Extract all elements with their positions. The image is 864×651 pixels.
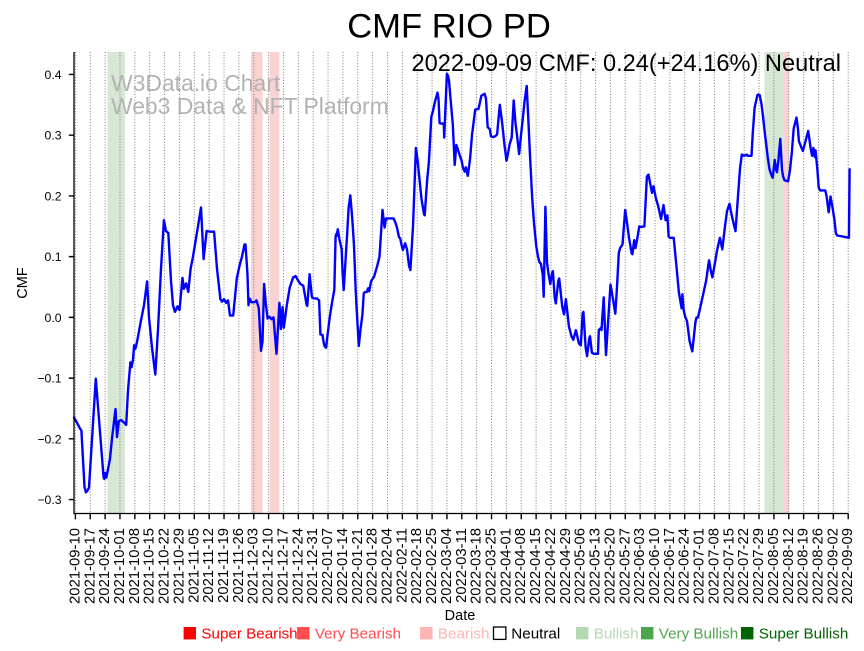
svg-text:2021-10-08: 2021-10-08 xyxy=(127,528,143,604)
svg-text:2022-07-08: 2022-07-08 xyxy=(706,528,722,604)
svg-text:2022-05-27: 2022-05-27 xyxy=(617,528,633,604)
svg-text:2021-09-10: 2021-09-10 xyxy=(67,528,83,604)
svg-text:2021-12-10: 2021-12-10 xyxy=(261,528,277,604)
svg-text:2022-03-04: 2022-03-04 xyxy=(439,528,455,604)
svg-text:2022-07-29: 2022-07-29 xyxy=(751,528,767,604)
svg-text:2021-10-01: 2021-10-01 xyxy=(112,528,128,604)
svg-text:2021-11-12: 2021-11-12 xyxy=(201,528,217,603)
svg-text:Super Bearish: Super Bearish xyxy=(201,626,297,643)
svg-text:2022-07-01: 2022-07-01 xyxy=(692,528,708,604)
svg-text:Web3 Data & NFT Platform: Web3 Data & NFT Platform xyxy=(111,93,389,119)
svg-text:2021-12-03: 2021-12-03 xyxy=(246,528,262,604)
svg-text:2022-06-10: 2022-06-10 xyxy=(647,528,663,604)
svg-text:Very Bearish: Very Bearish xyxy=(315,626,401,643)
svg-text:2022-01-21: 2022-01-21 xyxy=(350,528,366,604)
svg-text:Date: Date xyxy=(445,608,476,624)
svg-text:2022-08-12: 2022-08-12 xyxy=(781,528,797,604)
svg-text:2022-07-15: 2022-07-15 xyxy=(721,528,737,604)
svg-text:2022-08-26: 2022-08-26 xyxy=(811,528,827,604)
svg-text:Bearish: Bearish xyxy=(438,626,490,643)
svg-text:0.1: 0.1 xyxy=(45,250,62,264)
svg-text:0.2: 0.2 xyxy=(45,190,62,204)
svg-text:2021-10-22: 2021-10-22 xyxy=(157,528,173,604)
svg-text:2022-08-19: 2022-08-19 xyxy=(796,528,812,604)
svg-text:2022-01-28: 2022-01-28 xyxy=(365,528,381,604)
svg-text:Neutral: Neutral xyxy=(511,626,560,643)
svg-text:2022-07-22: 2022-07-22 xyxy=(736,528,752,604)
svg-text:2021-10-15: 2021-10-15 xyxy=(142,528,158,604)
svg-text:W3Data.io Chart: W3Data.io Chart xyxy=(111,70,281,96)
svg-text:Super Bullish: Super Bullish xyxy=(759,626,849,643)
svg-text:2022-08-05: 2022-08-05 xyxy=(766,528,782,604)
svg-text:2022-01-07: 2022-01-07 xyxy=(320,528,336,604)
svg-text:2022-04-22: 2022-04-22 xyxy=(543,528,559,604)
svg-text:2022-03-11: 2022-03-11 xyxy=(454,528,470,603)
svg-text:2022-03-25: 2022-03-25 xyxy=(484,528,500,604)
svg-text:2022-05-13: 2022-05-13 xyxy=(588,528,604,604)
svg-text:2021-11-26: 2021-11-26 xyxy=(231,528,247,603)
svg-text:Bullish: Bullish xyxy=(594,626,639,643)
svg-text:2022-02-25: 2022-02-25 xyxy=(424,528,440,604)
svg-text:2022-04-01: 2022-04-01 xyxy=(498,528,514,604)
svg-text:2021-11-05: 2021-11-05 xyxy=(186,528,202,603)
svg-text:2021-12-17: 2021-12-17 xyxy=(276,528,292,604)
svg-text:2022-02-11: 2022-02-11 xyxy=(394,528,410,603)
svg-text:2022-09-09: 2022-09-09 xyxy=(840,528,856,604)
svg-text:2021-12-24: 2021-12-24 xyxy=(290,528,306,604)
svg-text:2022-06-24: 2022-06-24 xyxy=(677,528,693,604)
svg-text:2021-10-29: 2021-10-29 xyxy=(171,528,187,604)
svg-text:2022-06-03: 2022-06-03 xyxy=(632,528,648,604)
svg-text:2021-09-17: 2021-09-17 xyxy=(82,528,98,604)
svg-text:Very Bullish: Very Bullish xyxy=(659,626,738,643)
svg-text:2022-09-02: 2022-09-02 xyxy=(825,528,841,604)
svg-text:2022-05-20: 2022-05-20 xyxy=(602,528,618,604)
svg-text:CMF: CMF xyxy=(15,267,31,299)
svg-text:2021-12-31: 2021-12-31 xyxy=(305,528,321,604)
svg-text:−0.2: −0.2 xyxy=(37,433,61,447)
svg-text:0.3: 0.3 xyxy=(45,129,62,143)
svg-text:−0.3: −0.3 xyxy=(37,493,61,507)
svg-text:2021-09-24: 2021-09-24 xyxy=(97,528,113,604)
svg-text:2022-09-09 CMF: 0.24(+24.16%): 2022-09-09 CMF: 0.24(+24.16%) Neutral xyxy=(411,51,841,77)
svg-text:0.4: 0.4 xyxy=(45,68,62,82)
svg-text:2022-06-17: 2022-06-17 xyxy=(662,528,678,604)
svg-text:2021-11-19: 2021-11-19 xyxy=(216,528,232,603)
svg-text:2022-03-18: 2022-03-18 xyxy=(469,528,485,604)
svg-text:2022-04-29: 2022-04-29 xyxy=(558,528,574,604)
svg-text:0.0: 0.0 xyxy=(45,311,62,325)
svg-text:2022-02-04: 2022-02-04 xyxy=(380,528,396,604)
svg-text:CMF RIO PD: CMF RIO PD xyxy=(347,8,551,46)
svg-text:2022-02-18: 2022-02-18 xyxy=(409,528,425,604)
svg-text:2022-04-15: 2022-04-15 xyxy=(528,528,544,604)
svg-text:−0.1: −0.1 xyxy=(37,372,61,386)
svg-text:2022-01-14: 2022-01-14 xyxy=(335,528,351,604)
svg-text:2022-04-08: 2022-04-08 xyxy=(513,528,529,604)
svg-text:2022-05-06: 2022-05-06 xyxy=(573,528,589,604)
